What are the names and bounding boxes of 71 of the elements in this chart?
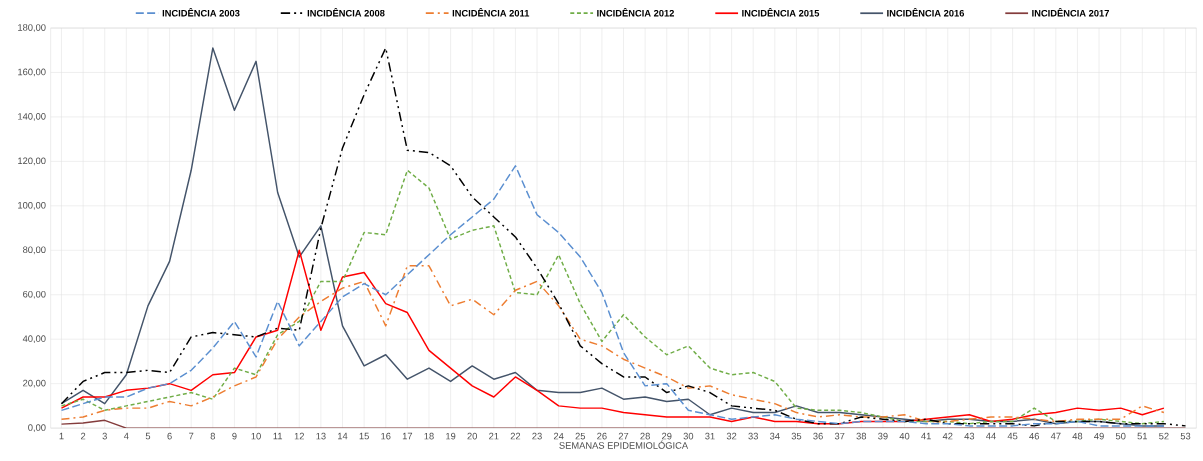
x-tick-label: 51 (1137, 432, 1148, 440)
x-tick-label: 37 (834, 432, 845, 440)
y-tick-label: 140,00 (18, 113, 46, 121)
x-tick-label: 19 (446, 432, 456, 440)
x-tick-label: 42 (942, 432, 953, 440)
x-tick-label: 6 (167, 432, 172, 440)
y-tick-label: 80,00 (23, 246, 46, 255)
x-tick-label: 32 (726, 432, 737, 440)
x-tick-label: 49 (1094, 432, 1104, 440)
x-tick-label: 41 (921, 432, 931, 440)
x-tick-label: 48 (1072, 432, 1083, 440)
x-tick-label: 26 (597, 432, 607, 440)
y-tick-label: 20,00 (23, 379, 46, 388)
y-tick-label: 40,00 (22, 335, 46, 343)
x-tick-label: 36 (813, 432, 823, 440)
x-tick-label: 8 (210, 432, 215, 440)
x-tick-label: 9 (232, 432, 237, 440)
x-tick-label: 39 (878, 432, 888, 440)
x-tick-label: 5 (145, 432, 151, 440)
x-tick-label: 40 (899, 432, 910, 440)
x-tick-label: 47 (1050, 432, 1061, 440)
x-tick-label: 18 (424, 432, 434, 440)
x-tick-label: 24 (553, 432, 564, 440)
x-tick-label: 35 (791, 432, 802, 440)
legend-label: INCIDÊNCIA 2015 (742, 7, 820, 17)
x-tick-label: 45 (1007, 432, 1018, 440)
x-tick-label: 14 (338, 432, 348, 440)
legend-label: INCIDÊNCIA 2003 (162, 7, 240, 17)
y-tick-label: 100,00 (18, 201, 46, 210)
x-tick-label: 28 (640, 432, 650, 440)
x-tick-label: 46 (1029, 432, 1039, 440)
x-tick-label: 2 (80, 432, 86, 440)
legend-label: INCIDÊNCIA 2008 (307, 7, 385, 17)
y-tick-label: 60,00 (23, 290, 46, 299)
y-tick-label: 180,00 (18, 24, 46, 32)
x-tick-label: 20 (467, 432, 478, 440)
x-tick-label: 27 (618, 432, 629, 440)
x-tick-label: 33 (748, 432, 758, 440)
x-tick-label: 21 (489, 432, 499, 440)
x-tick-label: 7 (189, 432, 194, 440)
x-tick-label: 11 (273, 432, 283, 440)
y-tick-label: 120,00 (18, 157, 46, 166)
x-tick-label: 43 (964, 432, 975, 440)
x-tick-label: 12 (294, 432, 304, 440)
x-tick-label: 16 (381, 432, 391, 440)
x-tick-label: 22 (510, 432, 521, 440)
x-tick-label: 15 (359, 432, 369, 440)
legend-label: INCIDÊNCIA 2012 (597, 7, 675, 17)
x-tick-label: 34 (769, 432, 780, 440)
x-tick-label: 29 (662, 432, 672, 440)
x-axis-title: SEMANAS EPIDEMIOLÓGICA (559, 440, 689, 449)
x-tick-label: 4 (123, 432, 129, 440)
x-tick-label: 17 (402, 432, 413, 440)
x-tick-label: 25 (575, 432, 586, 440)
legend-label: INCIDÊNCIA 2016 (887, 7, 965, 17)
x-tick-label: 23 (532, 432, 542, 440)
x-tick-label: 52 (1159, 432, 1169, 440)
y-tick-label: 160,00 (18, 68, 46, 77)
x-tick-label: 13 (316, 432, 326, 440)
x-tick-label: 44 (986, 432, 996, 440)
x-tick-label: 3 (102, 432, 107, 440)
x-tick-label: 38 (856, 432, 867, 440)
x-tick-label: 10 (251, 432, 261, 440)
x-tick-label: 30 (683, 432, 694, 440)
legend-label: INCIDÊNCIA 2011 (452, 7, 530, 17)
x-tick-label: 1 (59, 432, 64, 440)
x-tick-label: 53 (1180, 432, 1191, 440)
legend-label: INCIDÊNCIA 2017 (1032, 7, 1109, 17)
x-tick-label: 50 (1115, 432, 1126, 440)
x-tick-label: 31 (705, 432, 715, 440)
y-tick-label: 0,00 (28, 424, 46, 432)
